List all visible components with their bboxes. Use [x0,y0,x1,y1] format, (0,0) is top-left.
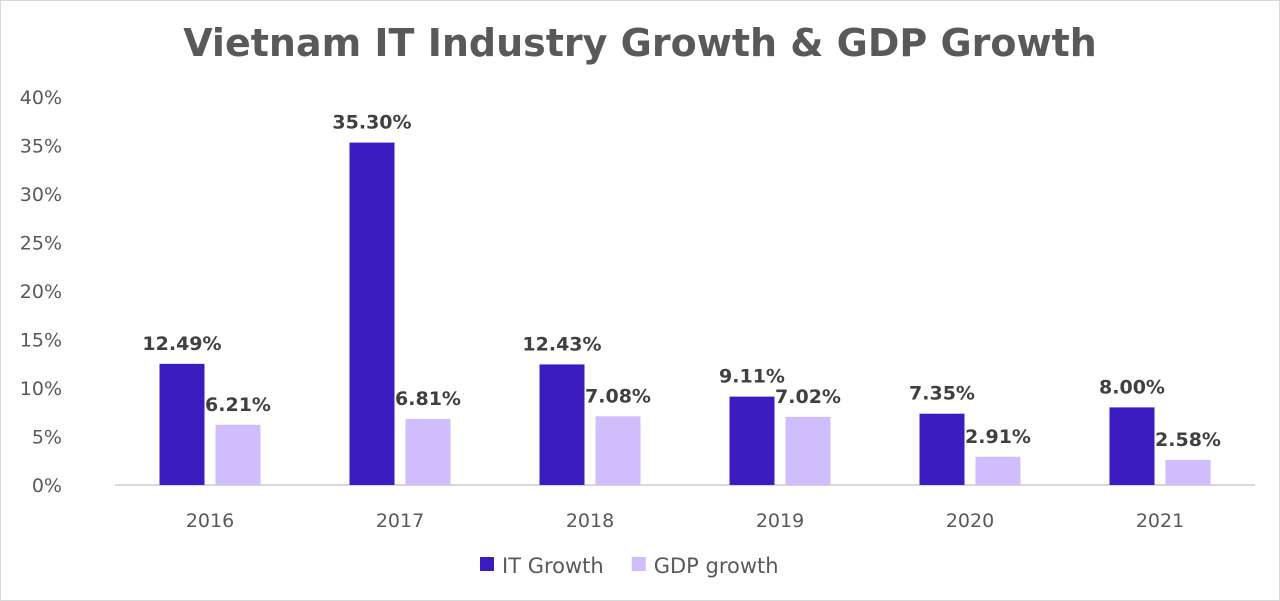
bar-gdp-growth-2019 [785,416,831,485]
x-tick-label: 2021 [1136,510,1184,532]
x-tick-label: 2018 [566,510,614,532]
data-label: 2.91% [965,426,1031,448]
bar-gdp-growth-2018 [595,416,641,485]
data-label: 12.43% [522,333,601,355]
legend-label: GDP growth [654,554,779,578]
data-label: 7.08% [585,385,651,407]
bar-it-growth-2018 [539,364,585,485]
data-label: 2.58% [1155,429,1221,451]
x-tick-label: 2020 [946,510,994,532]
y-tick-label: 10% [20,378,62,400]
data-label: 7.35% [909,383,975,405]
x-tick-label: 2019 [756,510,804,532]
bar-it-growth-2020 [919,413,965,485]
data-label: 6.81% [395,388,461,410]
bar-it-growth-2016 [159,363,205,485]
legend-swatch [480,557,494,571]
data-label: 6.21% [205,394,271,416]
bar-gdp-growth-2020 [975,456,1021,485]
y-tick-label: 35% [20,136,62,158]
data-label: 35.30% [332,112,411,134]
chart-title: Vietnam IT Industry Growth & GDP Growth [183,21,1097,65]
x-tick-label: 2016 [186,510,234,532]
data-label: 12.49% [142,333,221,355]
y-tick-label: 30% [20,184,62,206]
bar-it-growth-2017 [349,142,395,485]
x-tick-label: 2017 [376,510,424,532]
data-label: 8.00% [1099,376,1165,398]
legend-swatch [631,557,646,571]
y-tick-label: 0% [32,475,62,497]
bar-gdp-growth-2016 [215,424,261,485]
y-tick-label: 40% [20,87,62,109]
y-tick-label: 15% [20,330,62,352]
data-label: 9.11% [719,366,785,388]
bar-it-growth-2019 [729,396,775,485]
bar-gdp-growth-2021 [1165,459,1211,485]
bar-it-growth-2021 [1109,407,1155,485]
y-tick-label: 20% [20,281,62,303]
legend-label: IT Growth [502,554,604,578]
y-tick-label: 5% [32,427,62,449]
y-tick-label: 25% [20,233,62,255]
bar-gdp-growth-2017 [405,418,451,485]
data-label: 7.02% [775,386,841,408]
